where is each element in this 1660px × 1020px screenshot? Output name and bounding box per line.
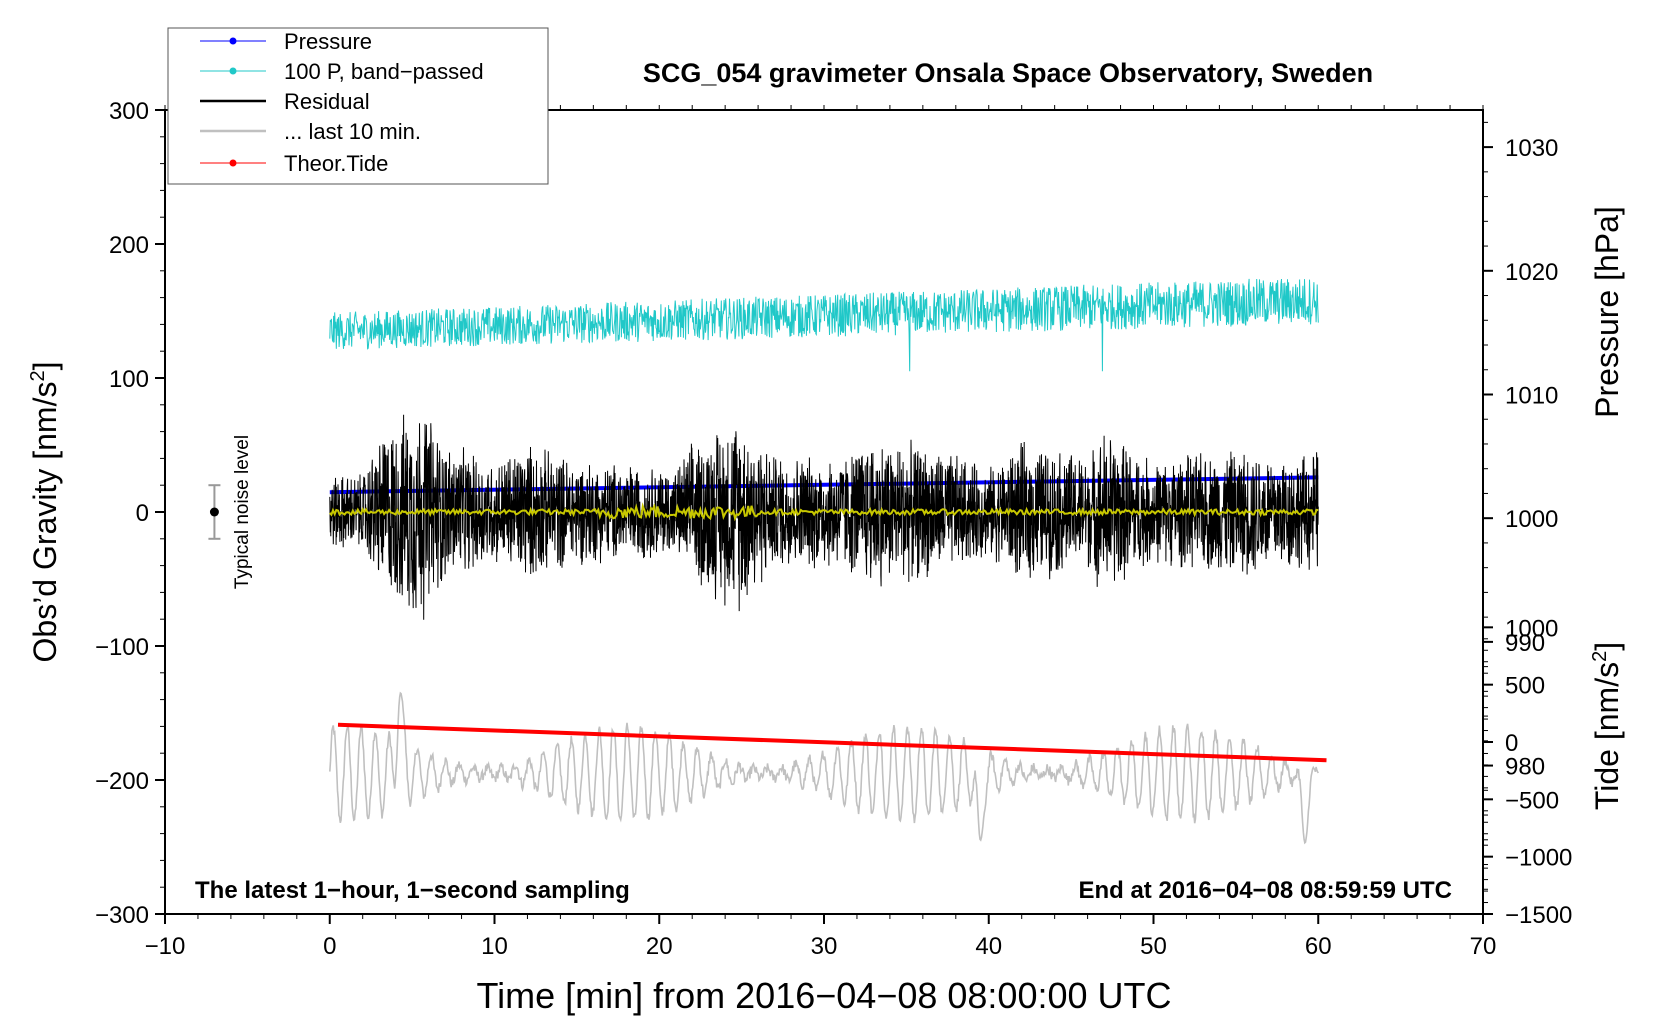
legend-label-bandpassed: 100 P, band−passed (284, 59, 484, 84)
x-tick-label-8: 70 (1470, 933, 1497, 960)
x-axis-label: Time [min] from 2016−04−08 08:00:00 UTC (476, 975, 1171, 1016)
legend-entry-residual: Residual (200, 89, 370, 114)
x-tick-label-2: 10 (481, 933, 508, 960)
x-tick-label-3: 20 (646, 933, 673, 960)
axes-layer: −10 0 10 20 30 40 50 60 70−300−200−1000100200300… (95, 98, 1572, 960)
x-tick-label-1: 0 (323, 933, 336, 960)
noise-point (209, 507, 219, 517)
x-tick-label-0: −10 (145, 933, 186, 960)
tide-tick-label-3: 0 (1505, 730, 1518, 757)
y-axis-label-tide: Tide [nm/s2] (1589, 642, 1625, 810)
legend-entry-tide: Theor.Tide (200, 151, 388, 176)
series-last-10-min (329, 691, 1319, 845)
legend-label-tide: Theor.Tide (284, 151, 388, 176)
legend-marker-bandpassed (229, 67, 237, 75)
legend-label-pressure: Pressure (284, 29, 372, 54)
y-tick-label-4: 100 (109, 366, 149, 393)
pressure-tick-label-4: 1020 (1505, 259, 1558, 286)
legend-label-last10: ... last 10 min. (284, 119, 421, 144)
tide-tick-label-4: 500 (1505, 673, 1545, 700)
y-axis-label-pressure: Pressure [hPa] (1589, 206, 1625, 418)
pressure-tick-label-1: 990 (1505, 630, 1545, 657)
tide-tick-label-2: −500 (1505, 787, 1559, 814)
series-residual (329, 414, 1319, 620)
y-axis-label-tide-main: Tide [nm/s (1589, 662, 1625, 810)
y-tick-label-5: 200 (109, 232, 149, 259)
series-theoretical-tide (337, 722, 1327, 763)
legend: Pressure 100 P, band−passed Residual ...… (167, 27, 549, 185)
tide-tick-label-1: −1000 (1505, 845, 1572, 872)
y-axis-label-left-end: ] (27, 362, 63, 371)
pressure-tick-label-5: 1030 (1505, 135, 1558, 162)
series-pressure (329, 475, 1319, 495)
y-axis-label-tide-sup: 2 (1589, 651, 1611, 662)
y-axis-label-left-sup: 2 (27, 370, 49, 381)
series-bandpassed-pressure (329, 278, 1319, 372)
y-tick-label-0: −300 (95, 902, 149, 929)
legend-label-residual: Residual (284, 89, 370, 114)
legend-box (167, 27, 549, 185)
annotation-right: End at 2016−04−08 08:59:59 UTC (1078, 877, 1452, 904)
chart-title: SCG_054 gravimeter Onsala Space Observat… (643, 58, 1373, 88)
legend-entry-bandpassed: 100 P, band−passed (200, 59, 484, 84)
x-tick-label-6: 50 (1140, 933, 1167, 960)
x-tick-label-7: 60 (1305, 933, 1332, 960)
tide-tick-label-5: 1000 (1505, 615, 1558, 642)
y-tick-label-1: −200 (95, 768, 149, 795)
x-tick-label-5: 40 (975, 933, 1002, 960)
pressure-tick-label-3: 1010 (1505, 382, 1558, 409)
x-tick-label-4: 30 (811, 933, 838, 960)
y-tick-label-3: 0 (136, 500, 149, 527)
y-axis-label-left-main: Obs’d Gravity [nm/s (27, 382, 63, 663)
noise-level-label: Typical noise level (232, 435, 253, 589)
series-layer (208, 278, 1327, 845)
annotation-left: The latest 1−hour, 1−second sampling (195, 877, 630, 904)
y-axis-label-tide-end: ] (1589, 642, 1625, 651)
y-axis-label-left: Obs’d Gravity [nm/s2] (27, 362, 63, 663)
legend-marker-tide (229, 159, 237, 167)
series-residual-smoothed (329, 502, 1319, 522)
legend-marker-pressure (229, 37, 237, 45)
legend-entry-pressure: Pressure (200, 29, 372, 54)
y-tick-label-2: −100 (95, 634, 149, 661)
pressure-tick-label-2: 1000 (1505, 506, 1558, 533)
tide-tick-label-0: −1500 (1505, 902, 1572, 929)
y-tick-label-6: 300 (109, 98, 149, 125)
pressure-tick-label-0: 980 (1505, 754, 1545, 781)
legend-entry-last10: ... last 10 min. (200, 119, 421, 144)
